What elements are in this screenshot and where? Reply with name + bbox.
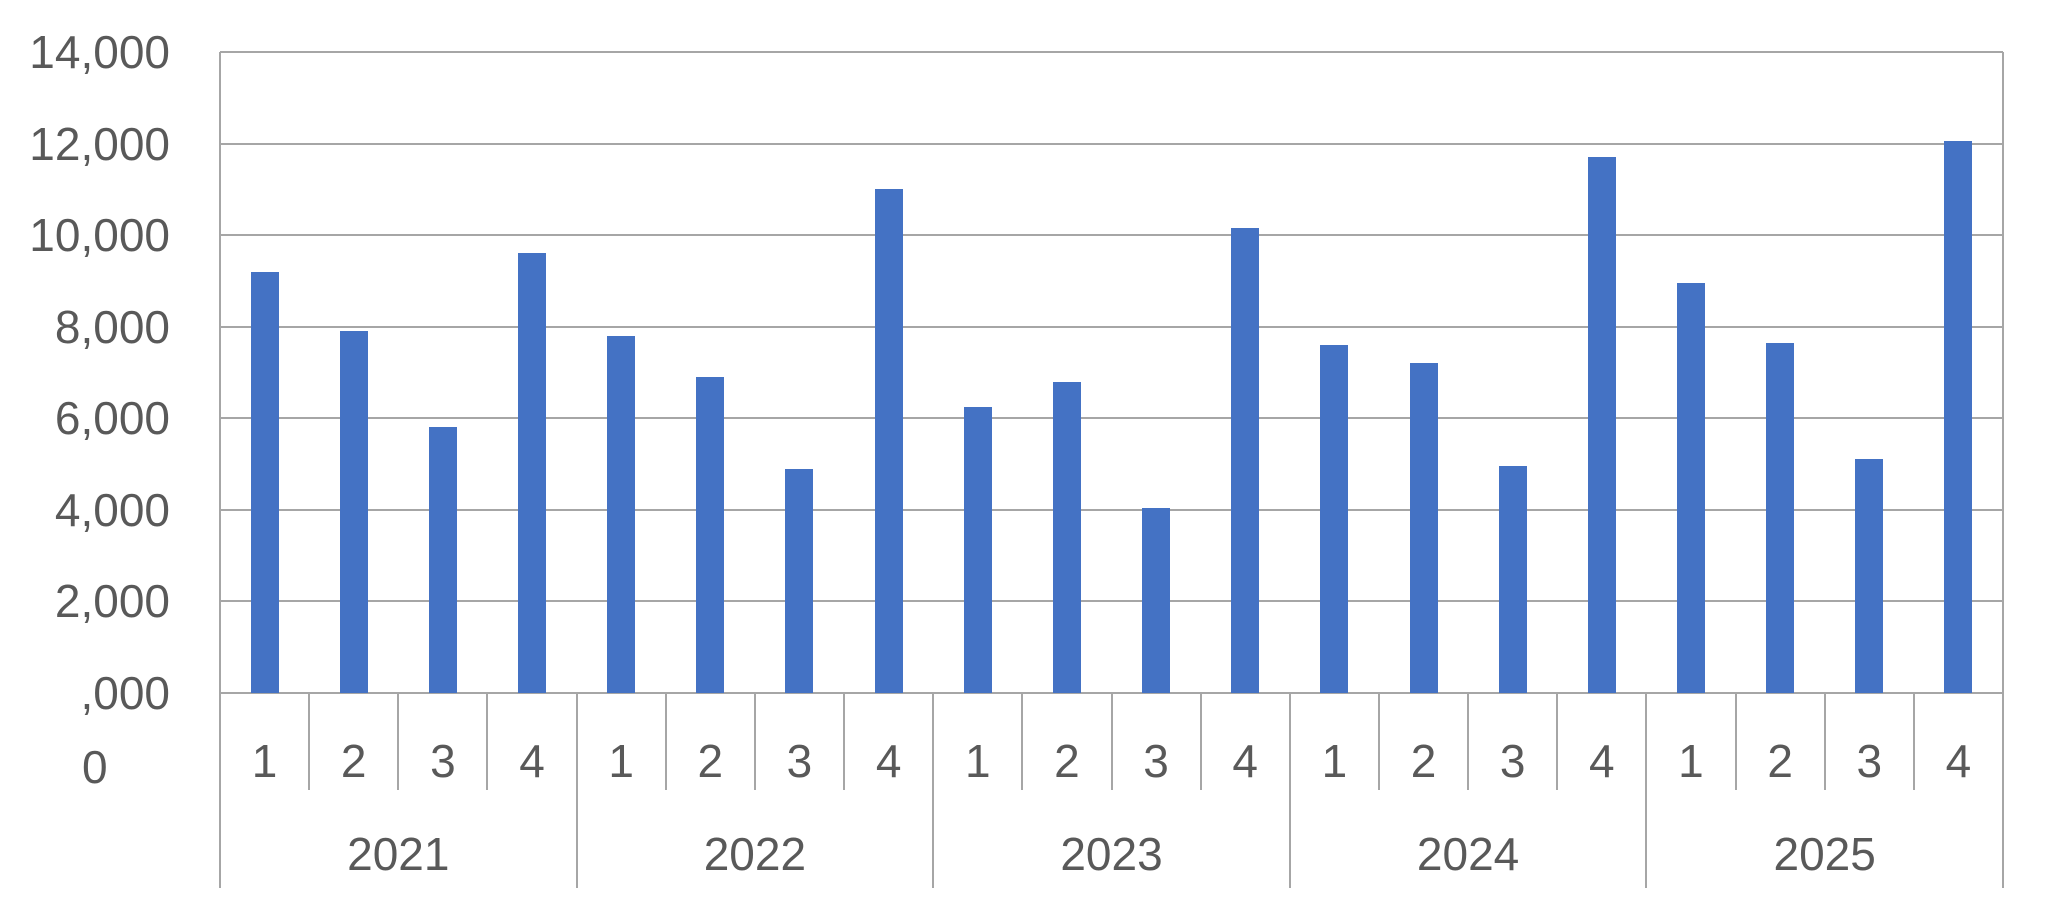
year-separator	[1645, 693, 1648, 888]
y-axis-clipped-zero-label: 0	[82, 742, 128, 785]
clipped-zero-glyph: 0	[82, 742, 108, 785]
quarter-separator	[1199, 693, 1202, 790]
quarter-separator	[1734, 693, 1737, 790]
gridline	[220, 142, 2003, 145]
bar-2021-q3[interactable]	[428, 427, 457, 693]
gridline	[220, 508, 2003, 511]
x-axis-quarter-label: 2	[1410, 735, 1437, 787]
bar-2025-q4[interactable]	[1944, 141, 1973, 693]
bar-2021-q4[interactable]	[518, 253, 547, 693]
bar-2023-q4[interactable]	[1231, 228, 1260, 693]
bar-2021-q1[interactable]	[250, 271, 279, 693]
x-axis-year-label: 2025	[1773, 828, 1876, 880]
x-axis-quarter-label: 4	[875, 735, 902, 787]
y-axis-line	[219, 52, 221, 888]
quarter-separator	[1556, 693, 1559, 790]
bar-2024-q1[interactable]	[1320, 345, 1349, 693]
quarter-separator	[1823, 693, 1826, 790]
x-axis-quarter-label: 3	[1856, 735, 1883, 787]
x-axis-quarter-label: 4	[1945, 735, 1972, 787]
year-separator	[1288, 693, 1291, 888]
x-axis-quarter-label: 2	[340, 735, 367, 787]
gridline	[220, 600, 2003, 603]
y-axis-tick-label: 6,000	[54, 392, 170, 445]
y-axis-tick-label: 2,000	[54, 575, 170, 628]
x-axis-quarter-label: 1	[1678, 735, 1704, 787]
bar-2024-q4[interactable]	[1587, 157, 1616, 693]
bar-2025-q3[interactable]	[1855, 459, 1884, 693]
gridline	[220, 417, 2003, 420]
x-axis-quarter-label: 4	[519, 735, 545, 787]
bar-2022-q2[interactable]	[696, 377, 725, 693]
x-axis-quarter-label: 4	[1232, 735, 1259, 787]
year-separator	[932, 693, 935, 888]
x-axis-quarter-label: 2	[697, 735, 724, 787]
x-axis-quarter-label: 3	[1143, 735, 1169, 787]
quarter-separator	[1377, 693, 1380, 790]
x-axis-year-label: 2021	[347, 828, 450, 880]
x-axis-quarter-label: 3	[430, 735, 456, 787]
bar-2023-q2[interactable]	[1052, 381, 1081, 693]
bar-2024-q3[interactable]	[1498, 466, 1527, 693]
x-axis-quarter-label: 1	[1321, 735, 1348, 787]
x-axis-quarter-label: 1	[964, 735, 991, 787]
bar-2023-q3[interactable]	[1142, 507, 1171, 693]
quarter-separator	[486, 693, 489, 790]
bar-2022-q1[interactable]	[607, 335, 636, 693]
x-axis-year-label: 2023	[1060, 828, 1163, 880]
gridline	[220, 325, 2003, 328]
quarter-separator	[664, 693, 667, 790]
x-axis-quarter-label: 1	[608, 735, 634, 787]
quarter-separator	[1021, 693, 1024, 790]
y-axis-tick-label: 8,000	[54, 300, 170, 353]
quarter-separator	[1912, 693, 1915, 790]
x-axis-quarter-label: 3	[786, 735, 813, 787]
y-axis-tick-label: 10,000	[29, 209, 170, 262]
quarter-separator	[397, 693, 400, 790]
bar-2023-q1[interactable]	[963, 406, 992, 693]
x-axis-quarter-label: 2	[1054, 735, 1080, 787]
quarter-separator	[753, 693, 756, 790]
y-axis-tick-label: 14,000	[29, 26, 170, 78]
bar-2025-q2[interactable]	[1766, 342, 1795, 693]
plot-right-border	[2002, 52, 2004, 888]
bar-2024-q2[interactable]	[1409, 363, 1438, 693]
x-axis-quarter-label: 1	[251, 735, 278, 787]
x-axis-quarter-label: 3	[1499, 735, 1526, 787]
quarter-separator	[1467, 693, 1470, 790]
x-axis-quarter-label: 4	[1589, 735, 1615, 787]
gridline	[220, 234, 2003, 237]
x-axis-year-label: 2022	[703, 828, 807, 880]
x-axis-year-label: 2024	[1416, 828, 1520, 880]
y-axis-tick-label: 12,000	[29, 117, 170, 170]
y-axis-tick-label: ,000	[80, 667, 170, 719]
bar-2021-q2[interactable]	[339, 331, 368, 693]
x-axis-quarter-label: 2	[1767, 735, 1793, 787]
gridline	[220, 51, 2003, 53]
quarter-separator	[843, 693, 846, 790]
bar-2022-q3[interactable]	[785, 468, 814, 693]
bar-2022-q4[interactable]	[874, 189, 903, 693]
year-separator	[575, 693, 578, 888]
quarter-separator	[1110, 693, 1113, 790]
y-axis-tick-label: 4,000	[54, 483, 170, 536]
quarter-separator	[308, 693, 311, 790]
bar-2025-q1[interactable]	[1676, 283, 1705, 693]
